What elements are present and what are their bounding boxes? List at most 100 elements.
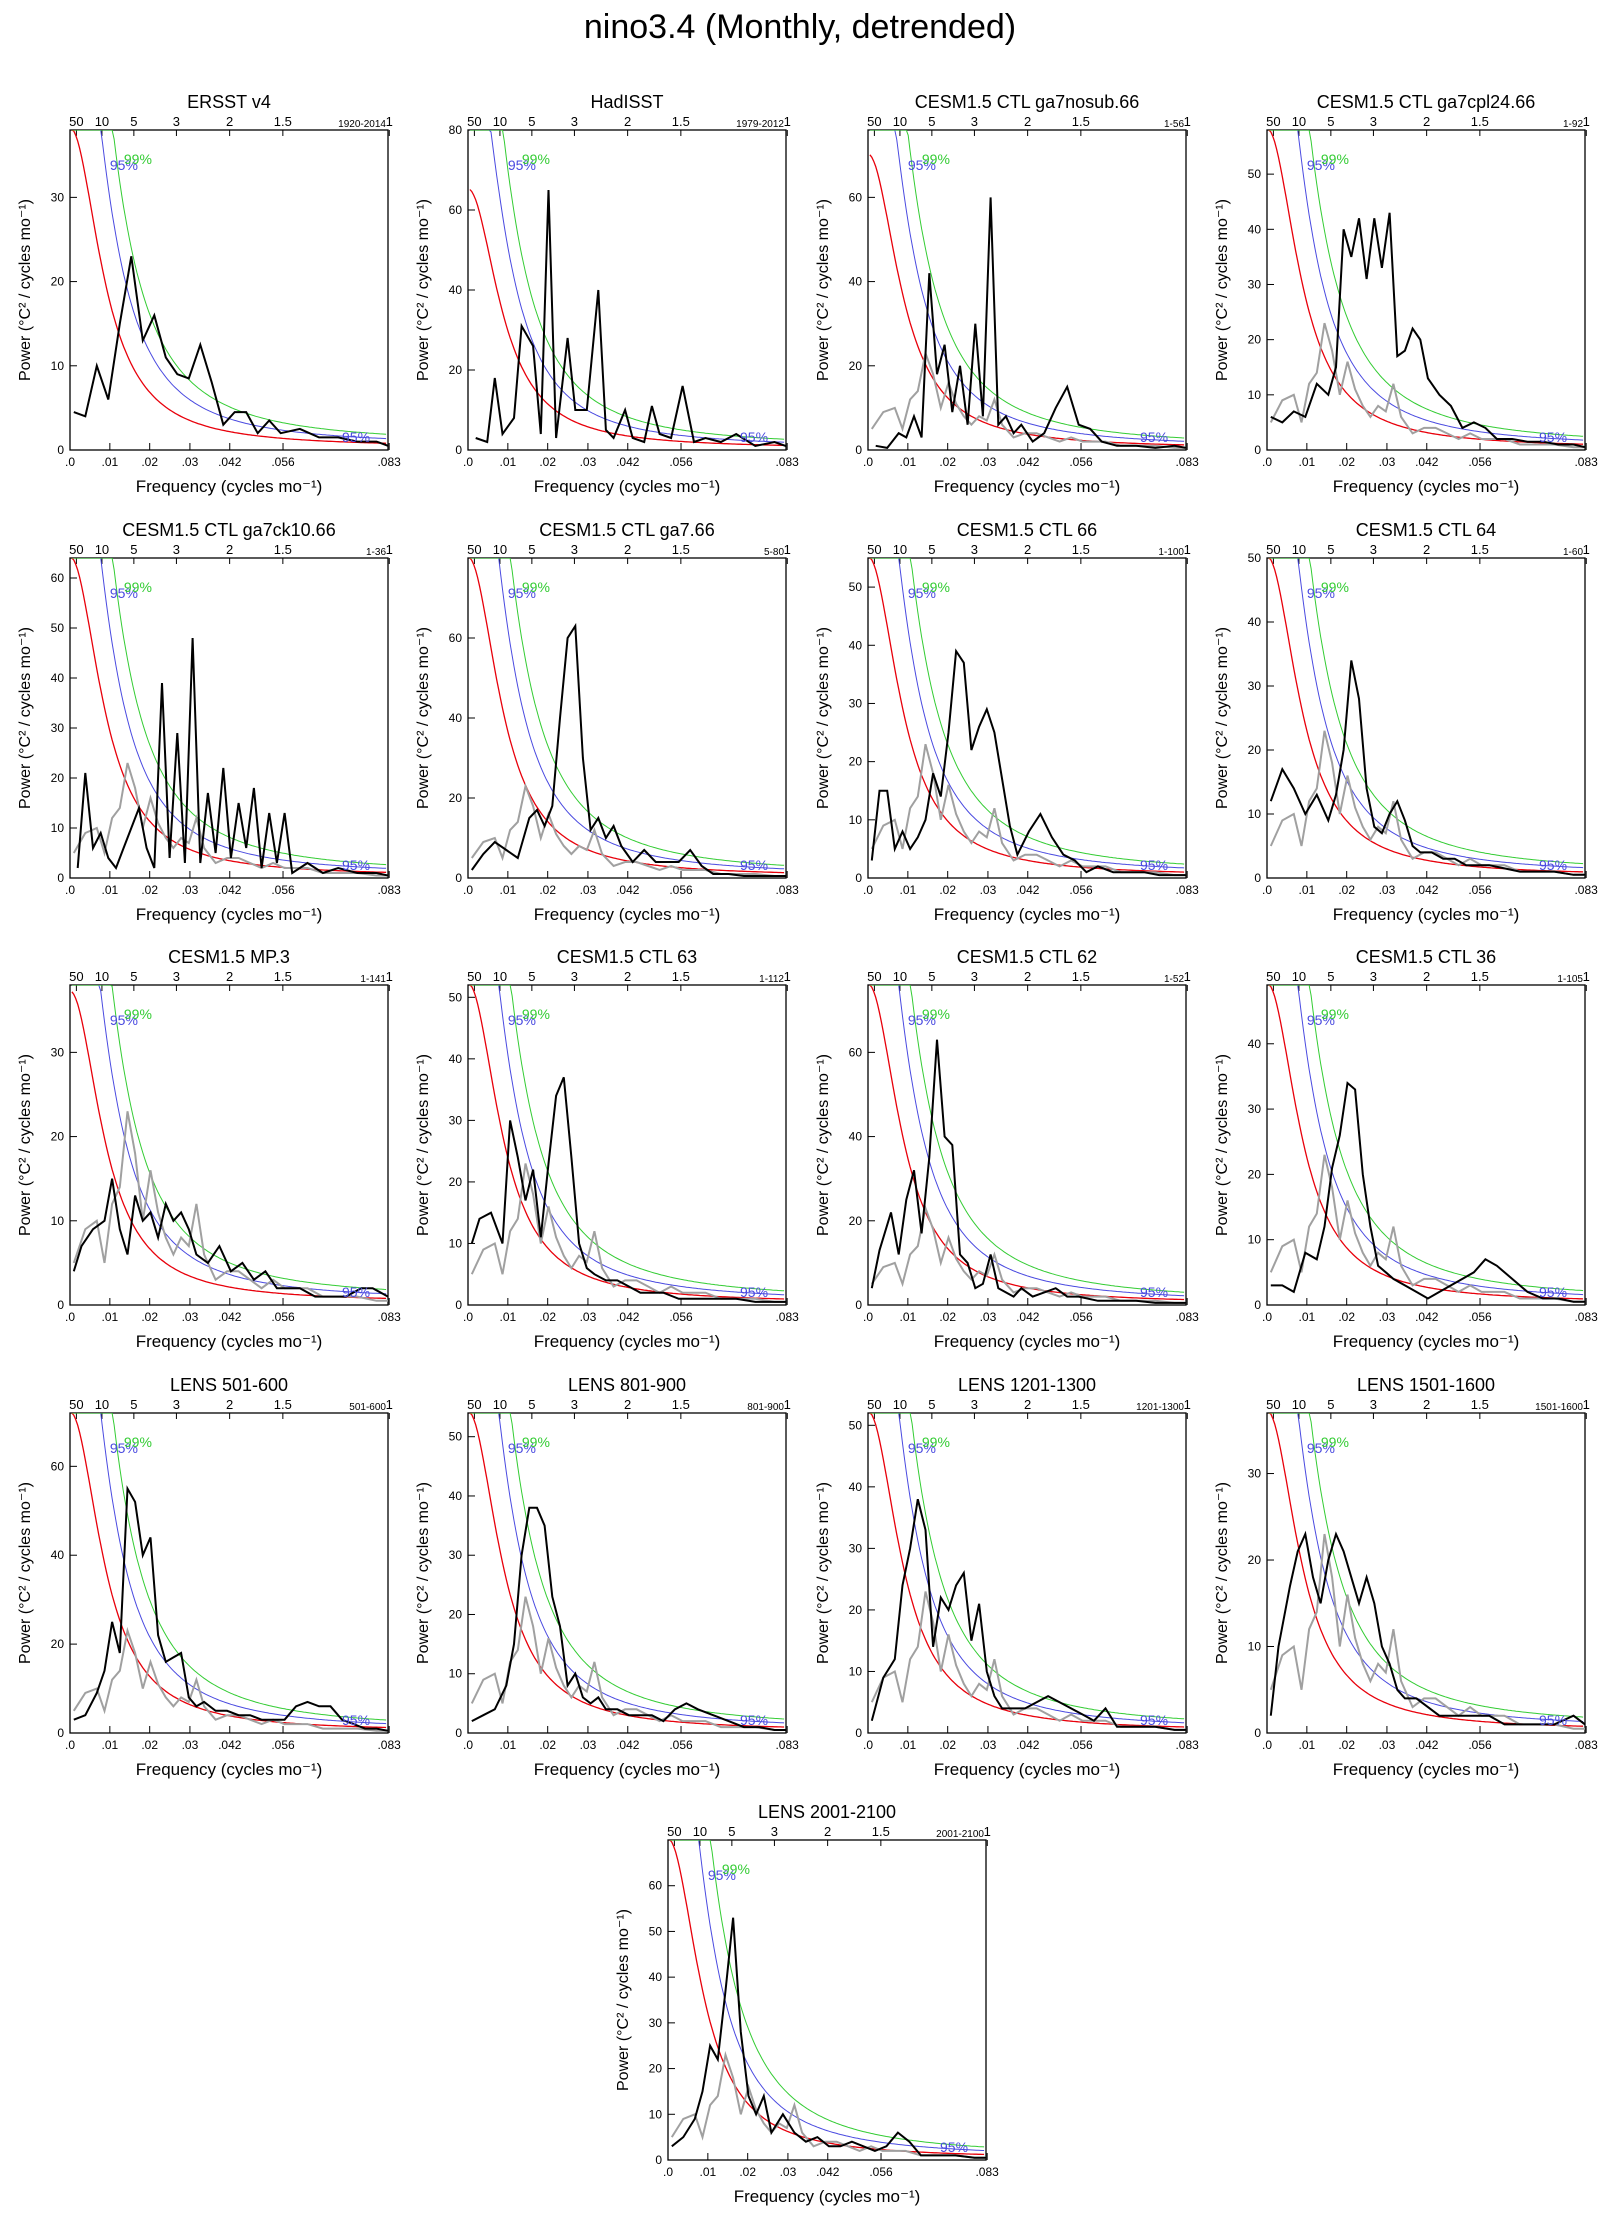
- x-tick-label: .056: [1069, 883, 1093, 897]
- x-tick-label: .03: [182, 883, 199, 897]
- plot-frame: [467, 557, 787, 879]
- y-axis-label: Power (°C² / cycles mo⁻¹): [815, 1054, 832, 1236]
- x-tick-label: .01: [900, 1738, 917, 1752]
- period-tick-label: 2: [624, 114, 631, 129]
- x-tick-label: .03: [580, 455, 597, 469]
- sig95-label: 95%: [1539, 1712, 1567, 1728]
- sig99-label: 99%: [1321, 1006, 1349, 1022]
- period-tick-label: 5: [728, 1824, 735, 1839]
- y-axis-label: Power (°C² / cycles mo⁻¹): [1214, 1054, 1231, 1236]
- period-tick-label: 3: [971, 1397, 978, 1412]
- year-range-label: 1-60: [1563, 547, 1583, 558]
- panel-title: CESM1.5 CTL 64: [1356, 520, 1496, 540]
- year-range-label: 501-600: [349, 1402, 386, 1413]
- sig99-label: 99%: [922, 1006, 950, 1022]
- x-tick-label: .083: [377, 455, 401, 469]
- x-tick-label: .042: [218, 455, 242, 469]
- y-tick-label: 20: [449, 363, 463, 377]
- y-tick-label: 0: [455, 1298, 462, 1312]
- reference-spectrum-line: [870, 349, 1186, 449]
- x-tick-label: .056: [1069, 1738, 1093, 1752]
- sig99-label: 99%: [922, 151, 950, 167]
- x-tick-label: .03: [182, 1310, 199, 1324]
- reference-spectrum-line: [470, 1596, 786, 1731]
- period-tick-label: 2: [1024, 542, 1031, 557]
- y-tick-label: 0: [855, 443, 862, 457]
- spectrum-line: [1269, 1530, 1585, 1726]
- period-tick-label: 10: [1292, 114, 1306, 129]
- significance-95-curve: [469, 130, 785, 443]
- period-tick-label: 5: [130, 114, 137, 129]
- x-tick-label: .01: [900, 455, 917, 469]
- period-tick-label: 50: [467, 1397, 481, 1412]
- period-tick-label: 2: [1024, 1397, 1031, 1412]
- sig95-label: 95%: [342, 1712, 370, 1728]
- plot-frame: [867, 984, 1187, 1306]
- y-tick-label: 60: [649, 1879, 663, 1893]
- sig95-label: 95%: [110, 1440, 138, 1456]
- period-tick-label: 1: [784, 969, 791, 984]
- significance-99-curve: [1268, 985, 1584, 1292]
- panel-2: CESM1.5 CTL ga7nosub.66 1-56 0 20 40 60 .0 .01.…: [815, 92, 1199, 496]
- period-tick-label: 3: [971, 969, 978, 984]
- plot-frame: [867, 1412, 1187, 1734]
- panel-title: CESM1.5 CTL 36: [1356, 947, 1496, 967]
- panel-title: CESM1.5 CTL ga7nosub.66: [915, 92, 1139, 112]
- y-tick-label: 20: [849, 1603, 863, 1617]
- y-tick-label: 50: [51, 621, 65, 635]
- x-tick-label: .01: [1299, 455, 1316, 469]
- sig99-label: 99%: [522, 1006, 550, 1022]
- period-tick-label: 5: [528, 114, 535, 129]
- y-tick-label: 40: [1248, 1037, 1262, 1051]
- y-tick-label: 40: [449, 1489, 463, 1503]
- x-axis-label: Frequency (cycles mo⁻¹): [1333, 477, 1520, 496]
- spectrum-line: [73, 256, 388, 447]
- x-tick-label: .083: [1574, 1738, 1598, 1752]
- y-tick-label: 40: [449, 283, 463, 297]
- period-tick-label: 2: [624, 969, 631, 984]
- spectrum-line: [870, 648, 1186, 877]
- period-tick-label: 3: [1370, 969, 1377, 984]
- period-tick-label: 50: [69, 1397, 83, 1412]
- y-tick-label: 50: [449, 990, 463, 1004]
- period-tick-label: 10: [493, 969, 507, 984]
- panel-8: CESM1.5 MP.3 1-141 0 10 20 30 .0 .01 .02 .03 .042.…: [17, 947, 401, 1351]
- period-tick-label: 1: [1583, 969, 1590, 984]
- period-tick-label: 1: [1583, 542, 1590, 557]
- plot-frame: [1266, 1412, 1586, 1734]
- x-tick-label: .056: [1468, 455, 1492, 469]
- period-tick-label: 50: [1266, 1397, 1280, 1412]
- x-axis-label: Frequency (cycles mo⁻¹): [136, 1332, 323, 1351]
- panel-title: CESM1.5 CTL ga7.66: [539, 520, 714, 540]
- y-axis-label: Power (°C² / cycles mo⁻¹): [1214, 627, 1231, 809]
- y-tick-label: 0: [855, 1298, 862, 1312]
- y-tick-label: 80: [449, 123, 463, 137]
- x-tick-label: .01: [500, 1310, 517, 1324]
- spectrum-line: [72, 1178, 388, 1298]
- period-tick-label: 50: [69, 114, 83, 129]
- x-tick-label: .083: [1175, 455, 1199, 469]
- x-tick-label: .042: [1415, 1310, 1439, 1324]
- period-tick-label: 5: [528, 1397, 535, 1412]
- x-axis-label: Frequency (cycles mo⁻¹): [136, 477, 323, 496]
- period-tick-label: 1: [1583, 1397, 1590, 1412]
- significance-95-curve: [1268, 130, 1584, 441]
- plot-frame: [867, 557, 1187, 879]
- period-tick-label: 5: [130, 969, 137, 984]
- x-tick-label: .056: [1468, 883, 1492, 897]
- x-tick-label: .03: [1379, 1310, 1396, 1324]
- period-tick-label: 2: [1423, 1397, 1430, 1412]
- sig99-label: 99%: [922, 579, 950, 595]
- x-tick-label: .02: [939, 1738, 956, 1752]
- significance-99-curve: [869, 1413, 1185, 1720]
- sig95-label: 95%: [908, 157, 936, 173]
- y-axis-label: Power (°C² / cycles mo⁻¹): [415, 1482, 432, 1664]
- panel-9: CESM1.5 CTL 63 1-112 0 10 20 30 40 50 .0 .01 .02 .0…: [415, 947, 799, 1351]
- x-tick-label: .03: [980, 1738, 997, 1752]
- panel-0: ERSST v4 1920-2014 0 10 20 30 .0 .01 .02 .03 .042.…: [17, 92, 401, 496]
- reference-spectrum-line: [72, 762, 388, 877]
- sig99-label: 99%: [922, 1434, 950, 1450]
- y-tick-label: 0: [57, 1298, 64, 1312]
- x-tick-label: .03: [580, 1310, 597, 1324]
- y-axis-label: Power (°C² / cycles mo⁻¹): [17, 1054, 34, 1236]
